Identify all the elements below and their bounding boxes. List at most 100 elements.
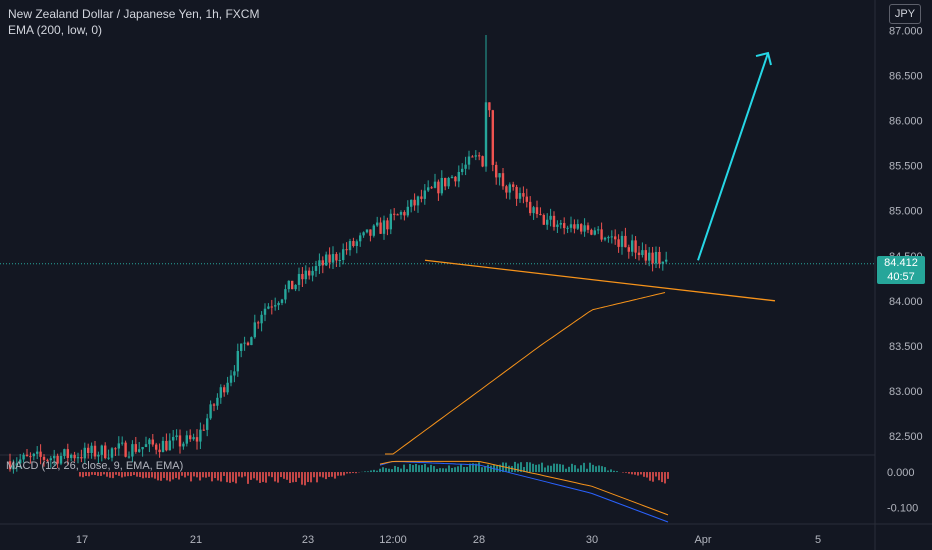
candle-body	[284, 289, 287, 300]
candle-body	[386, 220, 389, 230]
candle-body	[651, 252, 654, 264]
candle-body	[233, 371, 236, 376]
candle-body	[658, 251, 661, 264]
candle-body	[93, 445, 97, 457]
candle-body	[53, 455, 56, 459]
candle-body	[236, 351, 239, 372]
candle-body	[427, 187, 430, 191]
support-trendline	[424, 259, 776, 302]
candle-body	[552, 215, 556, 227]
candle-body	[355, 241, 358, 246]
candle-body	[321, 260, 324, 266]
candle-body	[63, 449, 66, 456]
candle-body	[59, 455, 63, 464]
candle-body	[379, 222, 382, 234]
bar-countdown: 40:57	[887, 271, 915, 283]
currency-button[interactable]: JPY	[889, 4, 921, 24]
candle-body	[614, 236, 617, 240]
macd-legend: MACD (12, 26, close, 9, EMA, EMA)	[6, 460, 184, 472]
candle-body	[471, 156, 474, 158]
price-tick-label: 82.500	[889, 431, 923, 443]
candle-body	[8, 461, 12, 470]
projection-arrowhead	[755, 51, 772, 66]
candle-body	[525, 196, 528, 202]
candle-body	[151, 439, 154, 445]
candle-body	[454, 176, 457, 182]
time-tick-label: Apr	[694, 534, 711, 546]
candle-body	[107, 457, 110, 459]
candle-body	[240, 343, 243, 352]
candle-body	[444, 177, 447, 187]
candle-body	[83, 447, 86, 459]
candle-body	[634, 240, 637, 253]
candle-body	[311, 270, 314, 276]
candle-body	[202, 429, 205, 431]
candle-body	[301, 273, 304, 280]
macd-tick-label: -0.100	[887, 503, 918, 515]
candle-body	[399, 212, 403, 215]
candle-body	[206, 418, 209, 430]
candle-body	[325, 254, 328, 266]
candle-body	[362, 232, 365, 236]
signal-line	[379, 460, 669, 516]
candle-body	[73, 454, 76, 459]
candle-body	[495, 164, 498, 178]
candle-body	[461, 168, 464, 173]
candle-body	[12, 465, 15, 470]
candle-body	[556, 224, 559, 227]
candle-body	[134, 444, 137, 452]
candle-body	[563, 223, 566, 229]
candle-body	[19, 459, 22, 464]
candle-body	[110, 448, 114, 458]
candle-body	[624, 235, 627, 248]
candle-body	[376, 222, 379, 226]
candle-body	[665, 259, 668, 262]
candle-body	[70, 454, 73, 458]
candle-body	[641, 250, 644, 256]
candle-body	[348, 241, 352, 251]
candle-body	[352, 241, 355, 246]
candle-body	[223, 387, 226, 393]
candle-body	[423, 190, 426, 199]
candle-body	[318, 260, 321, 267]
candle-body	[413, 199, 416, 206]
price-tick-label: 87.000	[889, 26, 923, 38]
macd-line	[379, 460, 669, 523]
candle-body	[32, 453, 35, 457]
projection-arrow	[697, 52, 769, 261]
candle-body	[195, 437, 199, 442]
price-tick-label: 84.000	[889, 296, 923, 308]
candle-body	[535, 207, 539, 215]
candle-body	[569, 224, 573, 228]
candle-body	[600, 229, 603, 240]
candle-body	[158, 449, 161, 453]
candle-body	[260, 314, 263, 324]
candle-body	[304, 270, 307, 280]
candle-body	[498, 173, 501, 178]
candle-body	[76, 457, 80, 459]
candle-body	[593, 230, 596, 235]
candle-body	[440, 177, 443, 194]
candle-body	[291, 280, 294, 290]
candle-body	[597, 229, 600, 231]
candle-body	[246, 342, 250, 346]
candle-body	[369, 229, 372, 236]
candle-body	[80, 457, 83, 459]
last-price-tag: 84.412 40:57	[877, 256, 925, 284]
candle-body	[56, 455, 59, 464]
time-tick-label: 17	[76, 534, 88, 546]
candle-body	[637, 252, 641, 256]
candle-body	[447, 177, 450, 187]
candle-body	[127, 456, 131, 458]
candle-body	[586, 225, 590, 230]
candle-body	[433, 181, 437, 188]
candle-body	[141, 446, 144, 450]
time-tick-label: 5	[815, 534, 821, 546]
candle-body	[189, 435, 192, 440]
candle-body	[212, 404, 216, 406]
candle-body	[508, 184, 511, 193]
time-tick-label: 12:00	[379, 534, 407, 546]
candle-body	[389, 213, 392, 230]
candle-body	[627, 247, 630, 252]
